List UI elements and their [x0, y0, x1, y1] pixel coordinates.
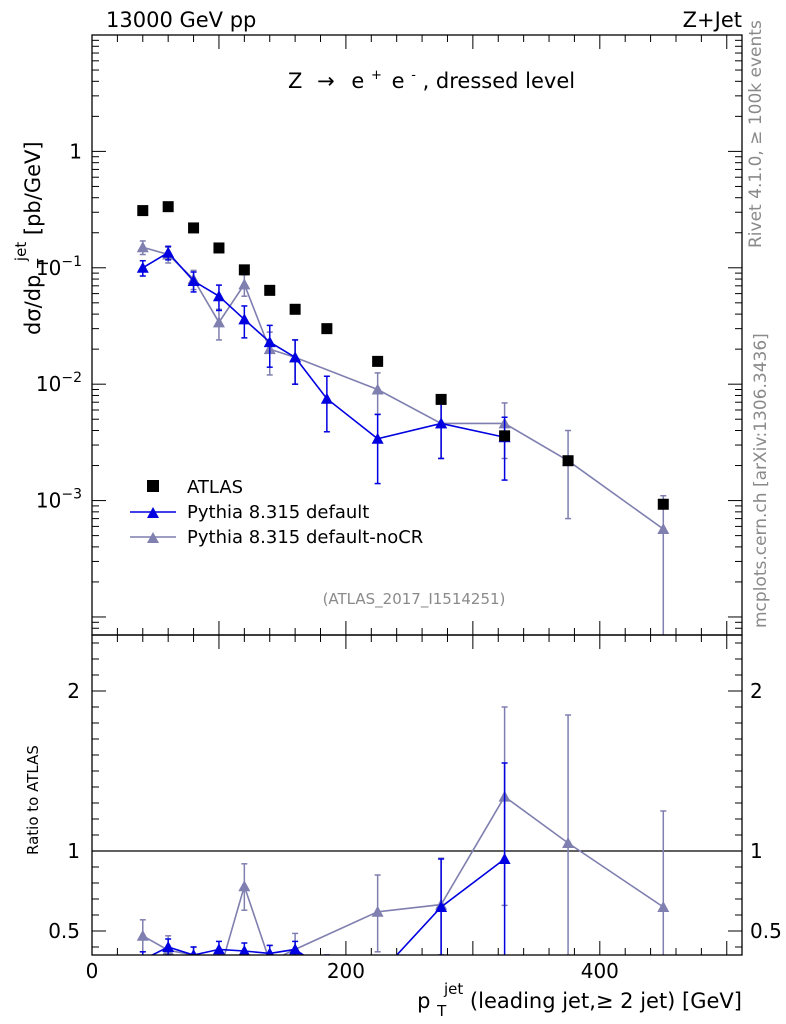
main-y-tick-label: 10−1 — [36, 254, 82, 280]
main-point-nocr — [657, 522, 670, 534]
ratio-line-default — [150, 858, 506, 955]
main-y-tick-label: 10−3 — [36, 487, 82, 513]
main-point-atlas — [499, 430, 511, 442]
ratio-y-tick-label-right: 0.5 — [750, 919, 782, 943]
ratio-point-nocr — [657, 901, 670, 912]
main-point-default — [187, 274, 200, 286]
main-point-atlas — [264, 284, 276, 296]
ratio-point-default — [498, 853, 511, 864]
header-process-label: Z+Jet — [683, 8, 742, 32]
main-point-nocr — [238, 278, 251, 290]
main-point-atlas — [321, 323, 333, 335]
main-point-default — [136, 261, 149, 273]
main-point-default — [212, 290, 225, 302]
main-point-atlas — [238, 264, 250, 276]
main-point-nocr — [212, 316, 225, 328]
main-point-default — [238, 313, 251, 325]
ratio-point-default — [289, 943, 302, 955]
main-series-layer — [136, 201, 670, 635]
ratio-panel: 0.5 0.5 1 1 2 2 0 200 400 Ratio to ATLAS p T jet… — [24, 634, 782, 1021]
legend-label-nocr: Pythia 8.315 default-noCR — [187, 527, 423, 548]
main-panel: 1 10−1 10−2 10−3 Z → e + e - , dressed leve… — [7, 34, 743, 636]
x-tick-label: 200 — [327, 959, 365, 983]
ratio-point-nocr — [264, 955, 276, 966]
main-point-atlas — [372, 355, 384, 367]
ratio-tick-labels: 0.5 0.5 1 1 2 2 0 200 400 — [48, 679, 782, 983]
main-point-atlas — [213, 242, 225, 254]
ratio-point-nocr — [238, 880, 251, 892]
main-point-atlas — [188, 222, 200, 234]
mcplots-label: mcplots.cern.ch [arXiv:1306.3436] — [751, 333, 771, 628]
ratio-y-tick-label-right: 1 — [750, 839, 763, 863]
main-point-atlas — [137, 205, 149, 217]
main-line-nocr — [142, 246, 664, 530]
ratio-point-default — [162, 941, 175, 952]
main-axis-ticks — [91, 34, 742, 636]
main-point-nocr — [136, 241, 149, 253]
x-tick-label: 0 — [86, 959, 99, 983]
ratio-point-nocr — [562, 837, 575, 848]
main-point-default — [320, 392, 333, 404]
rivet-version-label: Rivet 4.1.0, ≥ 100k events — [746, 20, 766, 248]
main-point-atlas — [435, 393, 447, 405]
legend-label-atlas: ATLAS — [187, 477, 243, 498]
main-point-atlas — [562, 455, 574, 467]
ratio-y-tick-label-left: 2 — [67, 679, 80, 703]
main-y-tick-label: 10−2 — [36, 370, 82, 396]
legend-marker-nocr — [147, 532, 159, 543]
main-y-axis-label: dσ/dp T jet [pb/GeV] — [7, 141, 53, 335]
main-data-area — [136, 201, 670, 635]
legend: ATLAS Pythia 8.315 default Pythia 8.315 … — [130, 477, 423, 548]
legend-marker-atlas — [147, 480, 159, 492]
ratio-data-area — [136, 706, 670, 981]
ratio-point-default — [238, 945, 250, 955]
main-y-tick-labels: 1 10−1 10−2 10−3 — [36, 139, 82, 512]
ratio-y-tick-label-left: 1 — [67, 839, 80, 863]
main-point-atlas — [657, 498, 669, 510]
ratio-point-default — [265, 947, 274, 955]
ratio-frame — [91, 634, 743, 956]
x-tick-label: 400 — [581, 959, 619, 983]
main-point-default — [263, 336, 276, 348]
ratio-point-nocr — [213, 968, 225, 979]
ratio-point-default — [212, 943, 225, 955]
ratio-point-nocr — [136, 929, 149, 941]
ratio-y-axis-label: Ratio to ATLAS — [24, 745, 42, 855]
ratio-point-default — [435, 901, 448, 912]
ratio-y-tick-label-left: 0.5 — [48, 919, 80, 943]
analysis-tag: (ATLAS_2017_I1514251) — [323, 590, 506, 609]
header-energy-label: 13000 GeV pp — [106, 8, 256, 32]
main-point-nocr — [371, 383, 384, 395]
main-y-tick-label: 1 — [69, 139, 82, 163]
main-point-default — [371, 432, 384, 444]
ratio-point-default — [372, 970, 384, 981]
ratio-y-tick-label-right: 2 — [750, 679, 763, 703]
legend-label-default: Pythia 8.315 default — [187, 502, 369, 523]
main-point-atlas — [289, 303, 301, 315]
main-point-default — [162, 246, 175, 258]
main-point-default — [289, 351, 302, 363]
main-panel-title: Z → e + e - , dressed level — [288, 60, 575, 93]
main-point-default — [435, 417, 448, 429]
main-point-atlas — [162, 201, 174, 213]
ratio-point-nocr — [371, 905, 384, 917]
x-axis-label: p T jet (leading jet,≥ 2 jet) [GeV] — [417, 975, 742, 1021]
ratio-point-default — [190, 949, 197, 955]
legend-marker-default — [147, 507, 159, 518]
ratio-series-layer — [136, 706, 670, 981]
